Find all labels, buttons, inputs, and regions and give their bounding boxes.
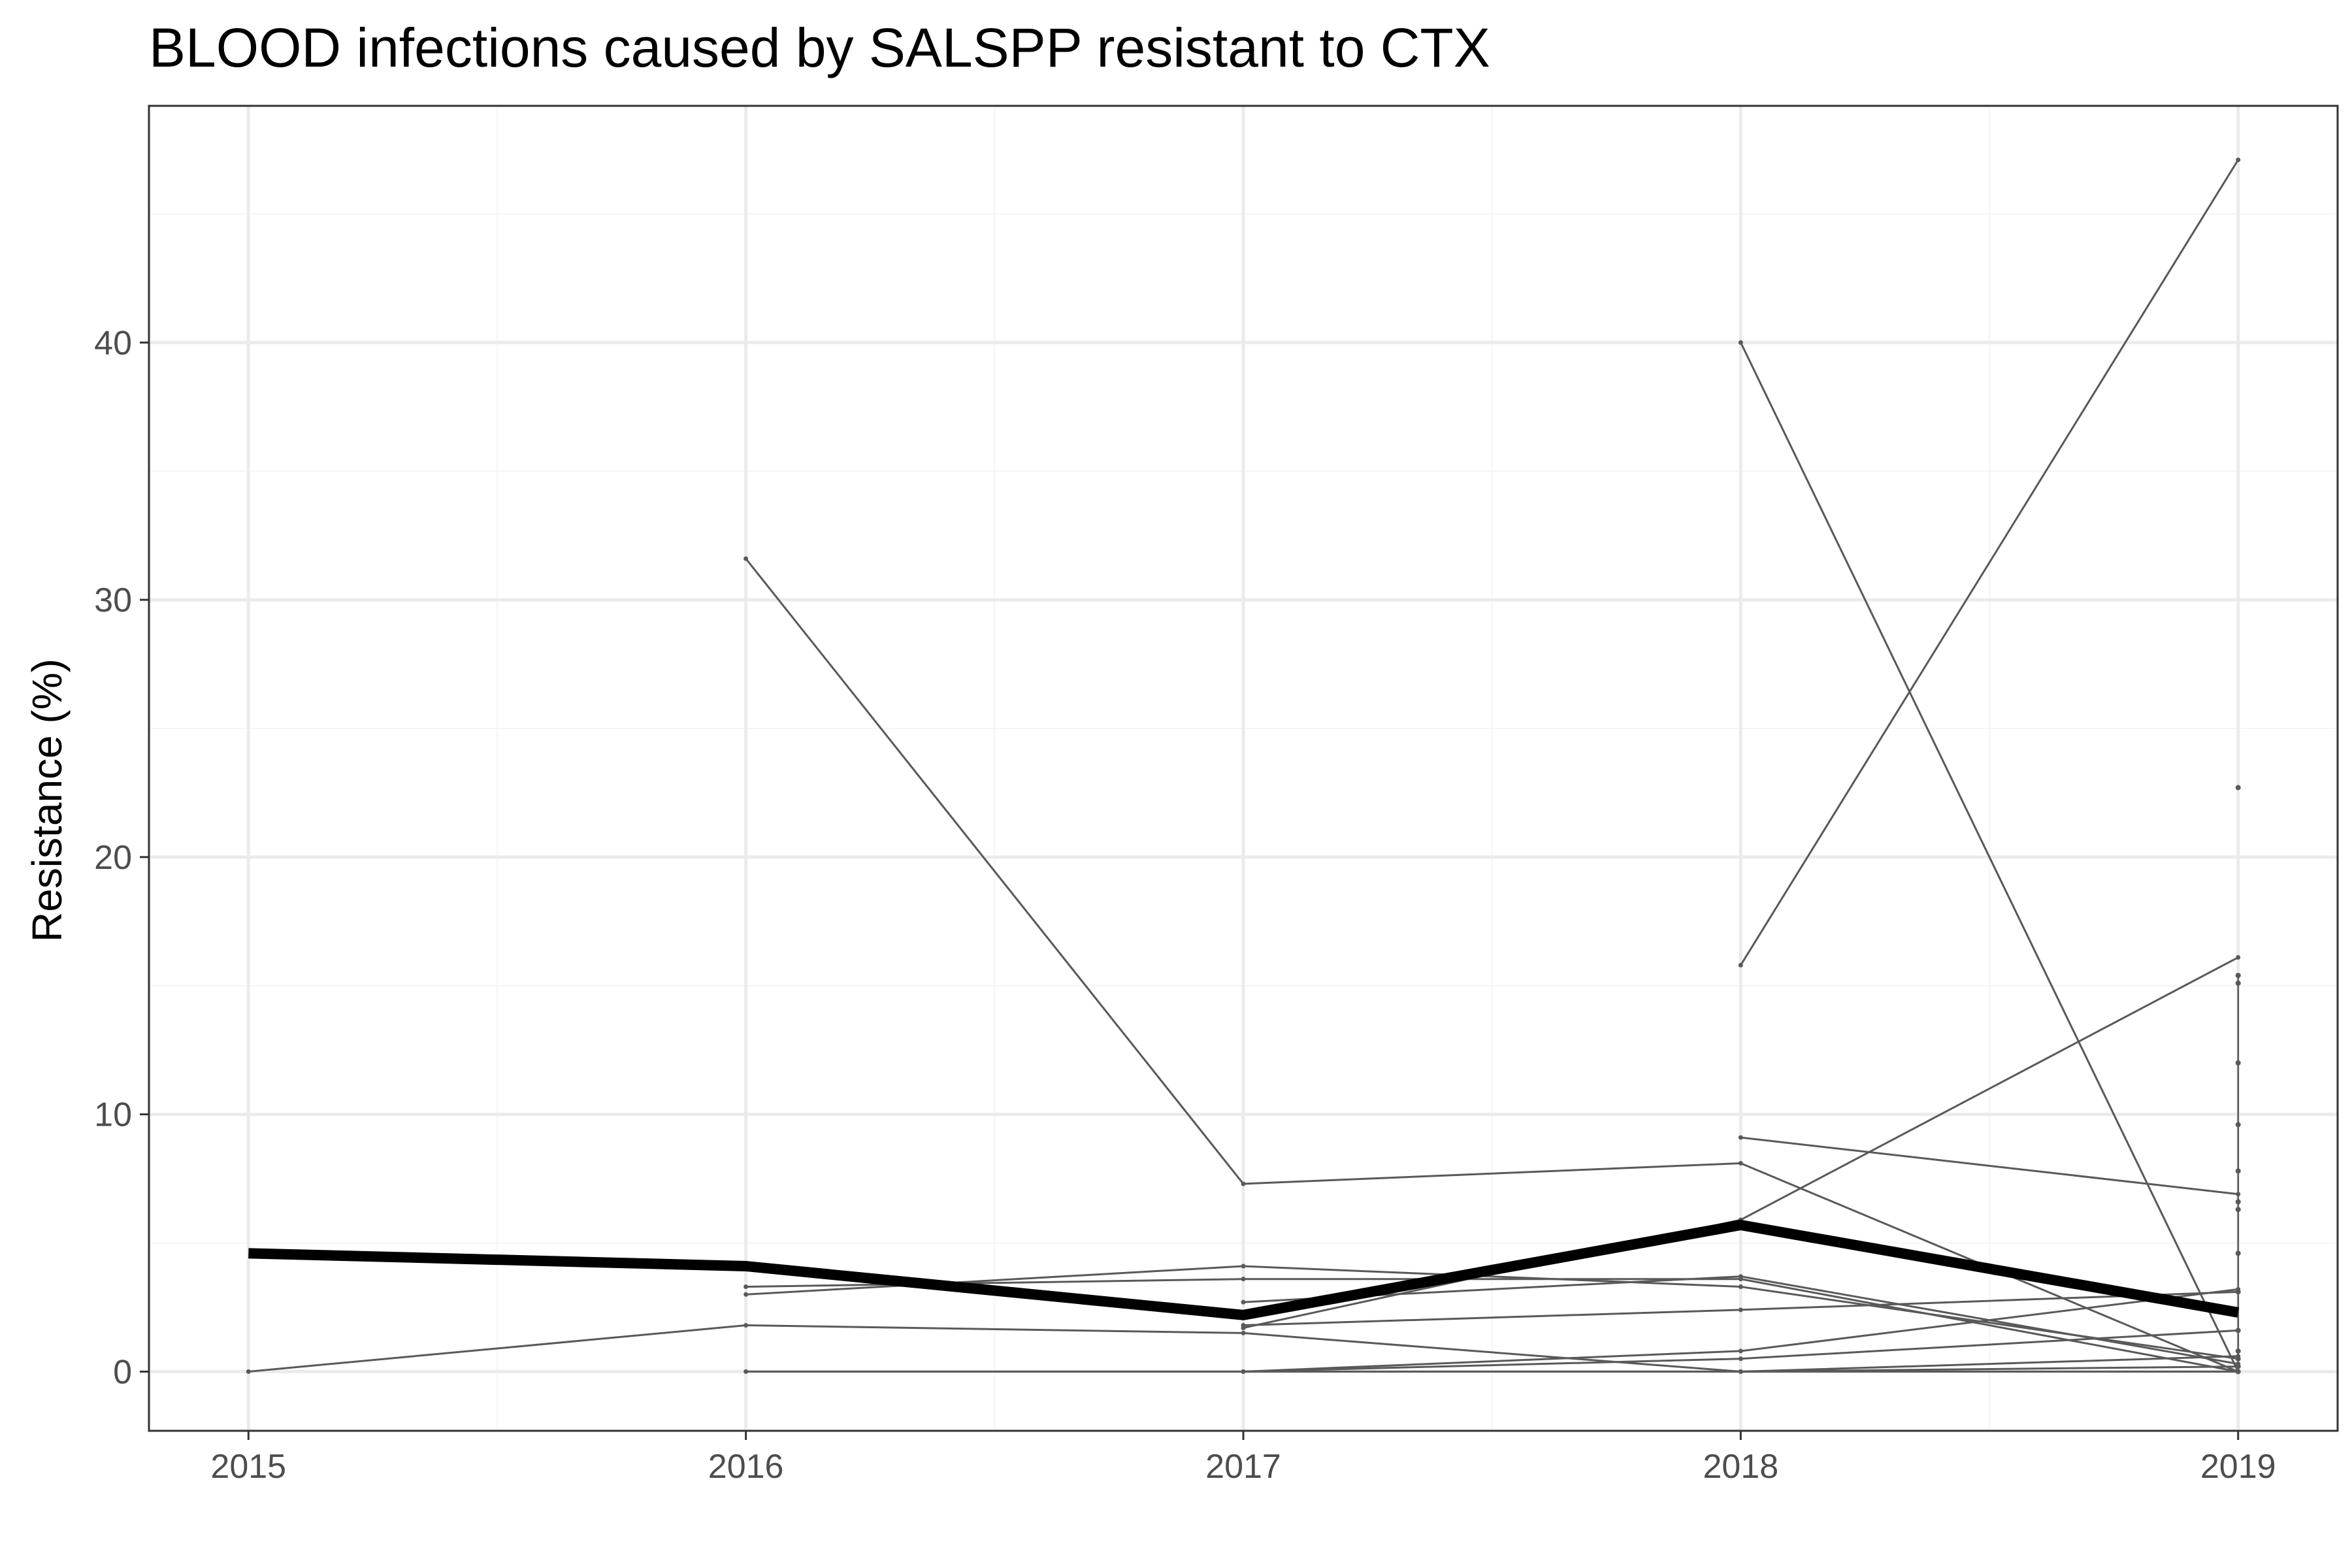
x-tick-label: 2015 — [210, 1448, 286, 1486]
series-line — [745, 1288, 2238, 1373]
series-points — [246, 157, 2241, 1375]
series-point — [1241, 1181, 1246, 1186]
series-point — [1738, 1160, 1743, 1166]
series-point — [743, 1369, 749, 1374]
series-point — [1241, 1264, 1246, 1269]
y-tick-label: 40 — [94, 324, 132, 362]
series-point — [1738, 1307, 1743, 1313]
y-axis-title: Resistance (%) — [24, 659, 71, 942]
series-point — [1241, 1299, 1246, 1305]
series-line — [745, 1265, 2238, 1360]
x-tick-label: 2017 — [1205, 1448, 1281, 1486]
series-point — [2236, 955, 2241, 960]
series-point — [743, 1292, 749, 1297]
y-tick-label: 0 — [113, 1353, 132, 1391]
series-line — [745, 1278, 2238, 1373]
y-tick-label: 30 — [94, 581, 132, 619]
series-point — [1738, 1284, 1743, 1289]
series-line — [1740, 1365, 2238, 1373]
series-line — [1740, 342, 2240, 1373]
series-point — [743, 1284, 749, 1289]
series-point — [1738, 1369, 1743, 1374]
series-point — [1241, 1330, 1246, 1335]
y-tick-label: 10 — [94, 1096, 132, 1134]
series-point — [743, 1323, 749, 1328]
series-point — [1241, 1323, 1246, 1328]
x-tick-label: 2018 — [1703, 1448, 1779, 1486]
series-point — [2235, 785, 2241, 791]
series-point — [743, 556, 749, 561]
series-point — [1738, 340, 1743, 345]
series-point — [1241, 1277, 1246, 1282]
series-point — [1738, 1135, 1743, 1140]
x-tick-label: 2019 — [2200, 1448, 2276, 1486]
series-point — [1738, 962, 1743, 968]
series-line — [1740, 159, 2239, 966]
series-line — [1740, 1136, 2238, 1196]
series-point — [2236, 157, 2241, 163]
y-tick-label: 20 — [94, 839, 132, 877]
overall-line-group — [248, 1220, 2240, 1320]
series-point — [1738, 1348, 1743, 1354]
series-point — [246, 1369, 251, 1374]
series-point — [1738, 1274, 1743, 1279]
axes: 2015 2016 2017 2018 2019 0 10 20 30 40 — [94, 105, 2339, 1486]
chart-title: BLOOD infections caused by SALSPP resist… — [149, 17, 1490, 78]
series-point — [1241, 1369, 1246, 1374]
series-point — [1738, 1356, 1743, 1362]
x-tick-label: 2016 — [708, 1448, 784, 1486]
overall-line — [248, 1220, 2240, 1320]
